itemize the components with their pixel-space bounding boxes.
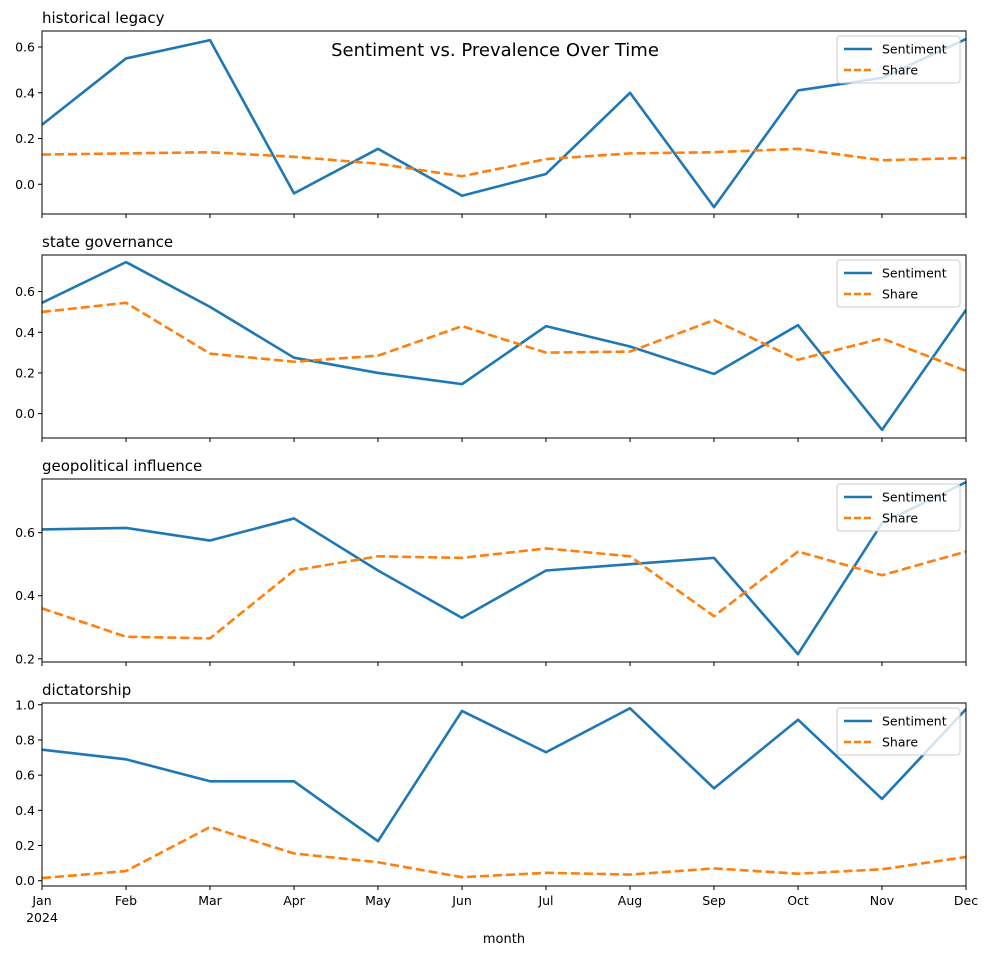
panel-historical-legacy-legend: Sentiment Share [836,35,961,84]
panel-dictatorship-line-sentiment [42,706,966,843]
panel-dictatorship-ytick-label: 0.4 [15,803,35,818]
panel-state-governance-line-share [42,301,966,373]
panel-state-governance-ytick-label: 0.2 [15,365,35,380]
panel-dictatorship-ytick-label: 1.0 [15,697,35,712]
panel-geopolitical-influence-ytick-label: 0.2 [15,651,35,666]
panel-state-governance-ytick-label: 0.6 [15,284,35,299]
panel-geopolitical-influence-ytick-label: 0.6 [15,525,35,540]
panel-historical-legacy-legend-label-share: Share [882,63,918,78]
panel-state-governance-legend-label-sentiment: Sentiment [882,266,947,281]
panel-dictatorship-legend-label-sentiment: Sentiment [882,714,947,729]
panels: historical legacy 0.0 0.2 0.4 0.6 Sentiment Sh… [15,9,978,925]
panel-state-governance-ytick-label: 0.0 [15,406,35,421]
panel-historical-legacy-ytick-label: 0.4 [15,85,35,100]
xtick-label-dec: Dec [954,893,978,908]
panel-dictatorship-line-share [42,825,966,880]
xtick-label-oct: Oct [787,893,809,908]
panel-state-governance-title: state governance [42,233,173,251]
xtick-label-mar: Mar [198,893,222,908]
panel-dictatorship-ytick-label: 0.2 [15,838,35,853]
panel-historical-legacy-legend-label-sentiment: Sentiment [882,42,947,57]
panel-dictatorship-title: dictatorship [42,681,131,699]
panel-historical-legacy-line-share [42,147,966,178]
panel-dictatorship-ytick-label: 0.6 [15,768,35,783]
panel-dictatorship-legend: Sentiment Share [836,707,961,756]
panel-historical-legacy: historical legacy 0.0 0.2 0.4 0.6 Sentiment Sh… [15,9,967,218]
panel-geopolitical-influence-line-share [42,547,966,640]
panel-state-governance: state governance 0.0 0.2 0.4 0.6 Sentiment Sha… [15,233,967,442]
panel-dictatorship: dictatorship 0.0 0.2 0.4 0.6 0.8 1.0 Jan Feb Mar A… [15,681,978,925]
panel-geopolitical-influence-legend-label-share: Share [882,511,918,526]
panel-geopolitical-influence-frame [41,478,967,663]
xtick-label-sep: Sep [702,893,726,908]
panel-dictatorship-legend-label-share: Share [882,735,918,750]
panel-state-governance-legend: Sentiment Share [836,259,961,308]
panel-dictatorship-ytick-label: 0.8 [15,732,35,747]
panel-historical-legacy-frame [41,30,967,215]
panel-dictatorship-frame [41,702,967,887]
panel-state-governance-frame [41,254,967,439]
suptitle: Sentiment vs. Prevalence Over Time [331,40,659,61]
xtick-label-feb: Feb [115,893,137,908]
panel-historical-legacy-line-sentiment [42,37,966,209]
xtick-label-jun: Jun [451,893,472,908]
panel-state-governance-line-sentiment [42,260,966,432]
panel-geopolitical-influence-ytick-label: 0.4 [15,588,35,603]
xtick-label-jan: Jan [31,893,51,908]
xtick-label-nov: Nov [870,893,895,908]
panel-geopolitical-influence-line-sentiment [42,480,966,656]
panel-geopolitical-influence-legend-label-sentiment: Sentiment [882,490,947,505]
panel-state-governance-ytick-label: 0.4 [15,325,35,340]
panel-historical-legacy-ytick-label: 0.0 [15,177,35,192]
panel-geopolitical-influence-title: geopolitical influence [42,457,202,475]
panel-state-governance-legend-label-share: Share [882,287,918,302]
x-axis-label: month [483,932,525,947]
xtick-label-apr: Apr [283,893,305,908]
xtick-label-aug: Aug [618,893,642,908]
panel-geopolitical-influence: geopolitical influence 0.2 0.4 0.6 Sentiment… [15,457,967,666]
xtick-label-may: May [365,893,391,908]
panel-geopolitical-influence-legend: Sentiment Share [836,483,961,532]
panel-historical-legacy-ytick-label: 0.6 [15,40,35,55]
panel-historical-legacy-ytick-label: 0.2 [15,131,35,146]
xtick-year-label: 2024 [26,910,58,925]
panel-historical-legacy-title: historical legacy [42,9,165,27]
panel-dictatorship-ytick-label: 0.0 [15,873,35,888]
xtick-label-jul: Jul [537,893,553,908]
